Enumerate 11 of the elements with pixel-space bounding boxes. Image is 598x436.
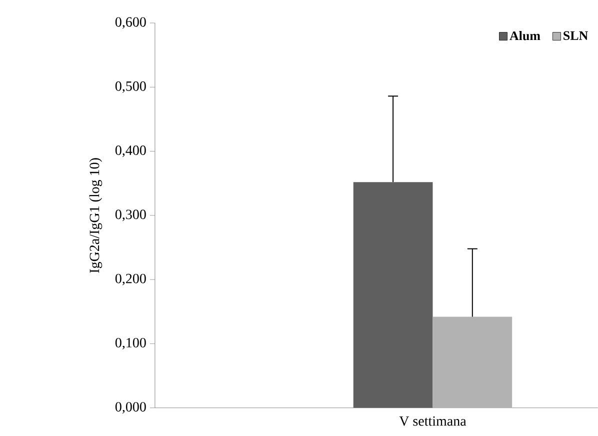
y-axis-title: IgG2a/IgG1 (log 10) <box>89 158 102 273</box>
y-tick-label: 0,500 <box>115 81 146 93</box>
y-tick-label: 0,100 <box>115 338 146 350</box>
legend-label: SLN <box>564 31 588 40</box>
legend-label: Alum <box>510 31 540 40</box>
y-tick-label: 0,600 <box>115 17 146 29</box>
y-tick-label: 0,400 <box>115 146 146 158</box>
y-tick-label: 0,000 <box>115 402 146 414</box>
y-tick-label: 0,200 <box>115 274 146 286</box>
y-tick-label: 0,300 <box>115 210 146 222</box>
x-tick-label: V settimana <box>399 416 466 426</box>
